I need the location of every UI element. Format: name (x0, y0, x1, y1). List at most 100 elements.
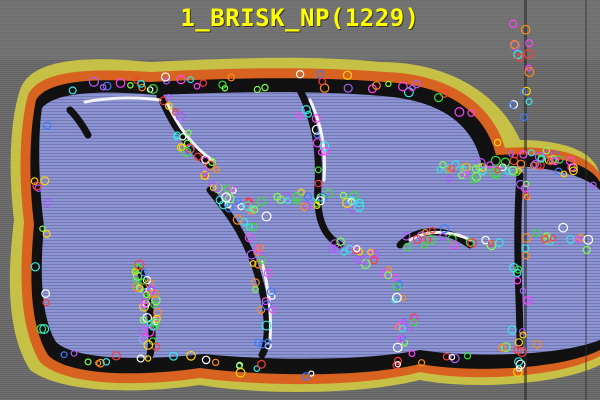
keypoint-marker (139, 316, 147, 324)
keypoint-marker (395, 280, 404, 289)
keypoint-marker (459, 165, 467, 173)
keypoint-marker (305, 110, 313, 118)
keypoint-marker (102, 357, 111, 366)
keypoint-marker (215, 195, 225, 205)
keypoint-marker (436, 166, 443, 174)
keypoint-marker (589, 181, 597, 189)
keypoint-marker (164, 102, 173, 110)
keypoint-marker (516, 347, 527, 358)
keypoint-marker (320, 146, 330, 156)
keypoint-marker (530, 161, 538, 169)
keypoint-marker (137, 79, 146, 88)
keypoint-marker (507, 325, 517, 335)
keypoint-markers (30, 19, 597, 381)
keypoint-marker (263, 268, 273, 278)
keypoint-marker (408, 350, 416, 358)
keypoint-marker (127, 82, 134, 89)
keypoint-marker (336, 237, 345, 246)
keypoint-marker (560, 170, 568, 178)
keypoint-marker (193, 152, 202, 161)
keypoint-marker (514, 338, 524, 347)
keypoint-marker (358, 255, 368, 265)
keypoint-marker (398, 324, 407, 333)
keypoint-marker (143, 340, 154, 350)
keypoint-marker (311, 124, 322, 135)
keypoint-marker (403, 87, 414, 98)
keypoint-marker (515, 167, 523, 174)
keypoint-marker (410, 318, 418, 327)
keypoint-marker (439, 232, 447, 241)
keypoint-marker (509, 262, 519, 273)
keypoint-marker (284, 197, 291, 205)
keypoint-marker (132, 277, 140, 285)
keypoint-marker (467, 109, 476, 117)
keypoint-marker (519, 328, 526, 335)
keypoint-marker (522, 251, 531, 260)
keypoint-marker (497, 343, 507, 352)
keypoint-marker (111, 351, 122, 361)
keypoint-marker (508, 150, 515, 157)
keypoint-marker (398, 81, 408, 92)
keypoint-marker (411, 315, 419, 323)
keypoint-marker (148, 83, 159, 94)
keypoint-marker (43, 198, 52, 207)
keypoint-marker (132, 282, 143, 292)
keypoint-marker (500, 157, 511, 167)
keypoint-marker (165, 93, 172, 101)
keypoint-marker (487, 239, 495, 247)
keypoint-marker (314, 166, 322, 174)
keypoint-marker (84, 358, 92, 366)
keypoint-marker (434, 92, 444, 103)
keypoint-marker (370, 256, 379, 265)
keypoint-marker (227, 185, 235, 193)
keypoint-marker (254, 338, 263, 347)
keypoint-marker (261, 211, 272, 222)
keypoint-marker (43, 121, 52, 130)
keypoint-marker (30, 177, 39, 186)
keypoint-marker (493, 138, 502, 147)
keypoint-marker (467, 238, 477, 248)
keypoint-marker (412, 234, 422, 244)
keypoint-marker (150, 317, 160, 327)
keypoint-marker (353, 255, 363, 265)
keypoint-marker (185, 129, 192, 137)
keypoint-marker (205, 160, 216, 171)
keypoint-marker (253, 365, 261, 373)
keypoint-marker (42, 299, 50, 307)
keypoint-marker (439, 160, 447, 169)
keypoint-marker (301, 372, 311, 381)
keypoint-marker (253, 85, 261, 94)
keypoint-marker (475, 157, 486, 168)
keypoint-marker (291, 192, 302, 202)
keypoint-marker (543, 149, 553, 159)
keypoint-marker (311, 114, 321, 124)
keypoint-marker (133, 77, 140, 84)
keypoint-marker (522, 192, 530, 200)
keypoint-marker (418, 359, 426, 367)
keypoint-marker (463, 352, 472, 360)
keypoint-marker (248, 222, 258, 232)
keypoint-marker (96, 358, 105, 368)
keypoint-marker (316, 70, 325, 79)
keypoint-marker (36, 324, 47, 334)
keypoint-marker (140, 300, 149, 308)
keypoint-marker (521, 244, 530, 253)
keypoint-marker (550, 157, 560, 166)
keypoint-marker (498, 163, 507, 172)
keypoint-marker (95, 360, 102, 367)
keypoint-marker (160, 72, 171, 82)
keypoint-marker (175, 111, 186, 122)
keypoint-marker (41, 289, 50, 299)
keypoint-marker (537, 154, 546, 163)
keypoint-marker (268, 293, 276, 300)
keypoint-marker (549, 235, 557, 242)
keypoint-marker (449, 240, 459, 250)
keypoint-marker (532, 229, 541, 238)
keypoint-marker (546, 157, 555, 166)
keypoint-marker (367, 248, 374, 256)
keypoint-marker (102, 81, 112, 91)
keypoint-marker (39, 225, 46, 232)
keypoint-marker (397, 335, 405, 343)
keypoint-marker (221, 192, 232, 203)
keypoint-marker (42, 230, 51, 239)
